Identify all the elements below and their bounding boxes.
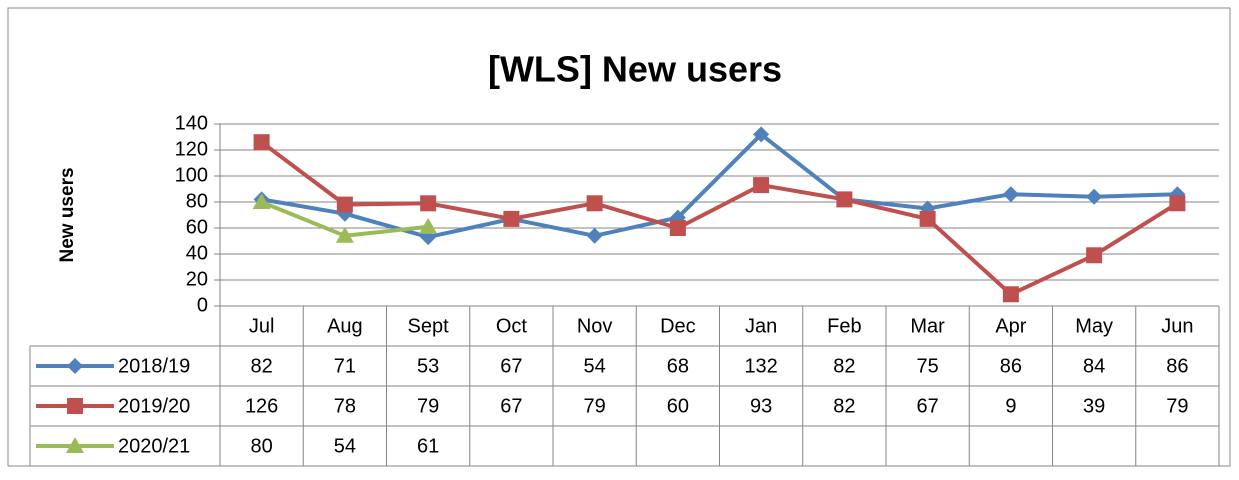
x-tick-label: Dec [660,315,696,337]
data-point [420,195,437,212]
legend-marker [67,398,83,414]
legend-label: 2020/21 [118,435,190,457]
x-tick-label: Feb [827,315,861,337]
series-line [261,132,1178,240]
y-tick-label: 60 [186,216,208,238]
legend-label: 2018/19 [118,355,190,377]
table-value: 78 [334,395,356,417]
legend-marker [66,437,84,453]
data-point [335,226,354,243]
x-tick-label: Sept [408,315,450,337]
y-tick-label: 120 [175,138,208,160]
table-value: 67 [500,395,522,417]
y-axis-label: New users [57,167,78,262]
table-value: 9 [1005,395,1016,417]
x-tick-label: Jan [745,315,777,337]
data-point [503,210,520,227]
table-value: 61 [417,435,439,457]
chart-border [7,7,1231,467]
table-value: 132 [744,355,777,377]
table-value: 80 [251,435,273,457]
data-point [669,220,686,236]
table-value: 79 [584,395,606,417]
table-value: 71 [334,355,356,377]
table-value: 84 [1083,355,1105,377]
data-point [1002,186,1019,203]
series-line [260,140,1179,297]
table-value: 82 [251,355,273,377]
table-value: 126 [245,395,278,417]
y-tick-label: 0 [197,294,208,316]
data-point [253,134,270,151]
table-value: 82 [833,395,855,417]
table-value: 53 [417,355,439,377]
x-tick-label: Mar [910,315,945,337]
data-point [252,193,271,209]
data-point [753,126,770,143]
table-value: 60 [667,395,689,417]
table-value: 79 [417,395,439,417]
data-point [586,227,603,244]
x-tick-label: Aug [327,315,363,337]
table-value: 67 [917,395,939,417]
data-point [919,210,936,227]
data-point [1086,188,1103,205]
table-value: 54 [584,355,606,377]
x-tick-label: Jul [249,315,275,337]
y-tick-label: 20 [186,268,208,290]
table-value: 93 [750,395,772,417]
data-point [1002,286,1019,303]
table-value: 79 [1166,395,1188,417]
table-value: 67 [500,355,522,377]
table-value: 68 [667,355,689,377]
x-tick-label: Jun [1161,315,1193,337]
data-point [336,196,353,213]
data-point [1169,195,1186,212]
table-value: 39 [1083,395,1105,417]
legend-label: 2019/20 [118,395,190,417]
table-value: 54 [334,435,356,457]
table-value: 86 [1000,355,1022,377]
table-value: 86 [1166,355,1188,377]
chart-title: [WLS] New users [488,49,782,90]
y-tick-label: 80 [186,190,208,212]
data-point [753,177,770,194]
data-point [419,217,438,234]
data-point [836,191,853,208]
y-tick-label: 100 [175,164,208,186]
x-tick-label: Nov [577,315,613,337]
table-value: 75 [917,355,939,377]
x-tick-label: May [1075,315,1113,337]
table-value: 82 [833,355,855,377]
y-tick-label: 40 [186,242,208,264]
data-point [586,195,603,212]
x-tick-label: Oct [496,315,528,337]
data-point [1086,247,1103,264]
legend-marker [67,358,83,374]
x-tick-label: Apr [995,315,1026,337]
y-tick-label: 140 [175,112,208,134]
